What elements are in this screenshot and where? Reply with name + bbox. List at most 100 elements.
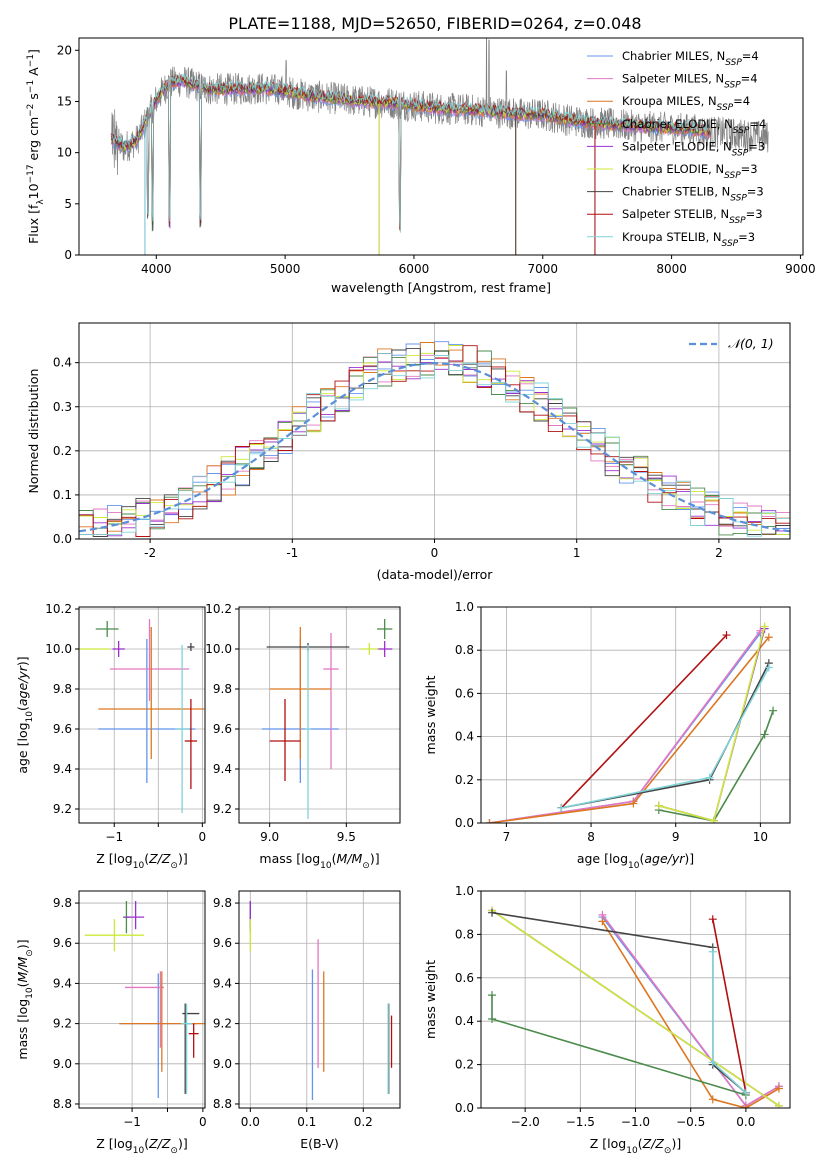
x-tick-label: −1 — [123, 1115, 141, 1129]
model-spectrum-line — [110, 77, 711, 229]
x-tick-label: 5000 — [270, 262, 301, 276]
x-axis-label: Z [log10(Z/Z⊙)] — [590, 1136, 681, 1156]
y-tick-label: 9.6 — [53, 936, 72, 950]
y-tick-label: 0.8 — [455, 643, 474, 657]
plot-area — [110, 38, 769, 255]
residual-histogram-step — [79, 353, 790, 537]
weight-series-marker — [708, 1095, 717, 1104]
y-tick-label: 10.2 — [45, 602, 72, 616]
weight-series-line — [491, 909, 780, 1107]
y-tick-label: 0.1 — [53, 488, 72, 502]
normal-reference-curve — [79, 361, 790, 533]
y-tick-label: 10.2 — [205, 602, 232, 616]
y-tick-label: 9.2 — [53, 1017, 72, 1031]
y-tick-label: 8.8 — [53, 1097, 72, 1111]
y-tick-label: 0.6 — [455, 971, 474, 985]
weight-series-marker — [722, 631, 731, 640]
x-tick-label: 6000 — [399, 262, 430, 276]
y-tick-label: 5 — [64, 197, 72, 211]
legend-label: Chabrier MILES, NSSP=4 — [622, 49, 759, 68]
model-spectrum-line — [111, 73, 711, 233]
x-axis-label: age [log10(age/yr)] — [577, 851, 694, 871]
y-tick-label: 0.0 — [455, 1101, 474, 1115]
y-tick-label: 9.4 — [213, 762, 232, 776]
y-tick-label: 9.0 — [213, 1057, 232, 1071]
y-tick-label: 9.6 — [53, 722, 72, 736]
y-tick-label: 0.4 — [455, 1014, 474, 1028]
x-tick-label: 0 — [199, 1115, 207, 1129]
y-tick-label: 9.4 — [53, 976, 72, 990]
chart-0: 4000 5000 6000 7000 8000 9000 0 5 10 15 20 Flux [fλ… — [26, 37, 816, 295]
chart-5: −1 0 8.8 9.0 9.2 9.4 9.6 9.8 mass [log10(M/M⊙)] Z… — [15, 890, 207, 1156]
weight-series-line — [712, 919, 747, 1093]
y-axis-label: mass weight — [423, 675, 438, 754]
x-tick-label: 9.0 — [260, 830, 279, 844]
y-tick-label: 1.0 — [455, 600, 474, 614]
y-axis-label: age [log10(age/yr)] — [15, 656, 35, 773]
weight-series-marker — [709, 816, 718, 823]
x-tick-label: −1.0 — [621, 1115, 650, 1129]
y-tick-label: 10.0 — [205, 642, 232, 656]
legend-label: Chabrier STELIB, NSSP=3 — [622, 185, 764, 204]
y-tick-label: 0.2 — [455, 1058, 474, 1072]
legend-label: Kroupa MILES, NSSP=4 — [622, 94, 750, 113]
weight-series-marker — [557, 803, 566, 812]
chart-4: 7 8 9 10 0.0 0.2 0.4 0.6 0.8 1.0 mass weight age [l… — [423, 600, 791, 871]
x-tick-label: 8 — [587, 830, 595, 844]
weight-series-line — [658, 626, 766, 822]
y-axis-label: Normed distribution — [26, 369, 41, 494]
plot-area — [488, 906, 783, 1108]
x-tick-label: 7 — [503, 830, 511, 844]
y-tick-label: 0.8 — [455, 927, 474, 941]
x-tick-label: -1 — [286, 546, 298, 560]
axes-frame — [238, 890, 401, 1109]
axes-frame — [480, 606, 791, 824]
y-tick-label: 9.0 — [53, 1057, 72, 1071]
weight-series-marker — [760, 730, 769, 739]
legend-label: Chabrier ELODIE, NSSP=4 — [622, 117, 766, 136]
y-tick-label: 0.0 — [455, 816, 474, 830]
x-tick-label: −0.5 — [676, 1115, 705, 1129]
weight-series-marker — [488, 991, 497, 1000]
y-tick-label: 0.4 — [53, 356, 72, 370]
chart-2: −1 0 9.2 9.4 9.6 9.8 10.0 10.2 age [log10(age/yr… — [15, 602, 206, 871]
weight-series-marker — [708, 1058, 717, 1067]
y-tick-label: 9.6 — [213, 722, 232, 736]
plot-area — [79, 341, 790, 537]
x-tick-label: 0.2 — [354, 1115, 373, 1129]
y-axis-label: mass weight — [423, 960, 438, 1039]
weight-series-marker — [485, 819, 494, 823]
plot-area — [79, 619, 205, 813]
x-tick-label: −1.5 — [566, 1115, 595, 1129]
y-tick-label: 9.2 — [213, 1017, 232, 1031]
legend-label: Kroupa STELIB, NSSP=3 — [622, 230, 755, 249]
x-tick-label: -2 — [144, 546, 156, 560]
x-tick-label: 4000 — [141, 262, 172, 276]
plot-area — [485, 622, 778, 823]
weight-series-line — [601, 920, 780, 1108]
x-axis-label: (data-model)/error — [377, 567, 494, 582]
chart-3: 9.0 9.5 9.2 9.4 9.6 9.8 10.0 10.2 mass [log10(M/… — [205, 602, 401, 871]
weight-series-marker — [708, 947, 717, 956]
y-tick-label: 9.8 — [213, 896, 232, 910]
legend-label: 𝒩(0, 1) — [728, 336, 774, 351]
weight-series-marker — [629, 799, 638, 808]
y-tick-label: 0.6 — [455, 686, 474, 700]
y-tick-label: 15 — [57, 94, 72, 108]
x-tick-label: 8000 — [656, 262, 687, 276]
chart-6: 0.0 0.1 0.2 8.8 9.0 9.2 9.4 9.6 9.8 E(B-V) — [213, 890, 401, 1151]
weight-series-marker — [488, 1015, 497, 1024]
x-tick-label: 9000 — [785, 262, 816, 276]
x-tick-label: 9.5 — [337, 830, 356, 844]
weight-series-marker — [488, 908, 497, 917]
x-tick-label: 0.0 — [241, 1115, 260, 1129]
weight-series-marker — [764, 663, 773, 672]
y-tick-label: 10 — [57, 146, 72, 160]
axes-frame — [78, 890, 206, 1109]
weight-series-line — [658, 628, 766, 822]
weight-series-line — [560, 634, 728, 809]
figure-title: PLATE=1188, MJD=52650, FIBERID=0264, z=0… — [228, 14, 641, 33]
y-tick-label: 9.8 — [213, 682, 232, 696]
y-tick-label: 20 — [57, 43, 72, 57]
